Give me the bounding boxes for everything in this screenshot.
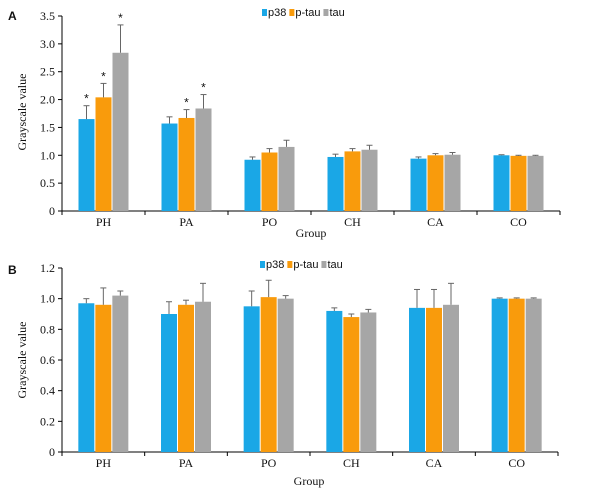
- panel-b-legend-swatch-tau: [321, 261, 327, 268]
- panel-b-bar-tau-po: [277, 298, 294, 452]
- panel-a-label: A: [8, 9, 17, 23]
- panel-a-category-label: CH: [344, 215, 361, 229]
- panel-b-category-label: CH: [343, 456, 360, 470]
- panel-a-y-tick-label: 1.0: [40, 148, 55, 162]
- panel-a-y-tick-label: 2.5: [40, 65, 55, 79]
- panel-a-legend-label-tau: tau: [329, 7, 344, 19]
- panel-a-y-tick-label: 0: [49, 204, 55, 218]
- panel-a-x-axis: PH PA PO CH CA CO: [61, 210, 561, 229]
- panel-a-y-tick-label: 3.0: [40, 37, 55, 51]
- panel-a-bar-p38-pa: [161, 123, 178, 211]
- panel-a-y-tick-label: 3.5: [40, 9, 55, 23]
- panel-b-y-tick-label: 0.4: [40, 384, 55, 398]
- panel-b-bar-p-tau-pa: [178, 304, 194, 452]
- panel-b-bar-p-tau-co: [508, 298, 525, 452]
- panel-a-bar-p-tau-ph: [95, 97, 112, 211]
- panel-a-bar-p38-co: [493, 155, 510, 211]
- panel-b-bars: [78, 279, 542, 452]
- panel-a-bar-tau-ch: [361, 149, 378, 211]
- panel-a-bar-tau-po: [278, 146, 295, 211]
- panel-a-legend-swatch-p-tau: [289, 9, 295, 16]
- panel-a-bar-p38-po: [244, 159, 261, 211]
- panel-a-significance-marker: *: [84, 92, 89, 106]
- panel-a-bars: * * * * *: [78, 11, 544, 212]
- panel-b-category-label: CA: [426, 456, 443, 470]
- panel-a-legend-label-p38: p38: [268, 7, 286, 19]
- panel-a-bar-tau-pa: [195, 108, 212, 211]
- panel-a-category-label: CA: [427, 215, 444, 229]
- panel-a-legend-swatch-tau: [323, 9, 329, 16]
- panel-b-bar-tau-ch: [360, 312, 377, 452]
- panel-a-category-label: PH: [96, 215, 112, 229]
- panel-b-x-axis-title: Group: [294, 474, 325, 488]
- panel-b-legend-label-p38: p38: [266, 259, 284, 271]
- panel-b-category-label: PO: [261, 456, 277, 470]
- panel-b-category-label: CO: [508, 456, 525, 470]
- panel-a-bar-p-tau-pa: [178, 117, 195, 211]
- panel-a-legend-label-p-tau: p-tau: [295, 7, 320, 19]
- panel-b-bar-p-tau-po: [260, 297, 277, 452]
- panel-b-chart: B Grayscale value Group p38 p-tau tau 0 0.2…: [8, 259, 559, 488]
- panel-b-bar-p-tau-ca: [426, 307, 442, 452]
- panel-a-y-tick-label: 1.5: [40, 120, 55, 134]
- panel-a-bar-p-tau-po: [261, 152, 278, 211]
- panel-b-y-tick-label: 1.2: [40, 261, 55, 275]
- panel-a-y-tick-label: 0.5: [40, 176, 55, 190]
- panel-b-bar-tau-co: [525, 298, 542, 452]
- panel-a-legend: p38 p-tau tau: [262, 7, 345, 19]
- panel-b-y-tick-label: 0: [49, 445, 55, 459]
- panel-b-bar-p38-po: [243, 306, 260, 452]
- panel-b-category-label: PA: [179, 456, 194, 470]
- panel-a-category-label: PO: [262, 215, 278, 229]
- panel-b-bar-tau-pa: [195, 301, 211, 452]
- panel-b-bar-tau-ca: [443, 304, 459, 452]
- panel-b-y-tick-label: 1.0: [40, 292, 55, 306]
- panel-a-y-axis-title: Grayscale value: [15, 74, 29, 151]
- panel-a-significance-marker: *: [101, 69, 106, 83]
- panel-b-bar-p-tau-ph: [95, 304, 112, 452]
- panel-a-bar-tau-ca: [444, 154, 461, 211]
- panel-b-y-tick-label: 0.2: [40, 414, 55, 428]
- panel-b-bar-p38-ch: [326, 310, 343, 452]
- panel-b-category-label: PH: [96, 456, 112, 470]
- panel-a-bar-tau-ph: [112, 52, 129, 212]
- panel-b-bar-tau-ph: [112, 295, 129, 452]
- panel-b-bar-p38-pa: [161, 314, 177, 452]
- panel-b-bar-p38-co: [491, 298, 508, 452]
- panel-b-legend: p38 p-tau tau: [260, 259, 343, 271]
- panel-b-y-axis: 0 0.2 0.4 0.6 0.8 1.0 1.2: [40, 261, 63, 459]
- panel-a-chart: A Grayscale value Group p38 p-tau tau 0 0.5…: [8, 7, 561, 240]
- panel-a-x-axis-title: Group: [296, 226, 327, 240]
- panel-b-y-tick-label: 0.6: [40, 353, 55, 367]
- panel-a-legend-swatch-p38: [262, 9, 267, 16]
- panel-b-legend-label-p-tau: p-tau: [293, 259, 318, 271]
- panel-a-bar-p-tau-ca: [427, 155, 444, 211]
- panel-b-bar-p38-ca: [409, 307, 425, 452]
- panel-a-bar-tau-co: [527, 155, 544, 211]
- panel-a-category-label: CO: [510, 215, 527, 229]
- panel-a-y-axis: 0 0.5 1.0 1.5 2.0 2.5 3.0 3.5: [40, 9, 63, 218]
- panel-a-y-tick-label: 2.0: [40, 93, 55, 107]
- panel-b-y-axis-title: Grayscale value: [15, 322, 29, 399]
- panel-a-significance-marker: *: [184, 96, 189, 110]
- panel-b-y-tick-label: 0.8: [40, 322, 55, 336]
- panel-a-bar-p-tau-co: [510, 155, 527, 211]
- panel-b-legend-swatch-p38: [260, 261, 265, 268]
- panel-b-legend-label-tau: tau: [327, 259, 342, 271]
- panel-b-bar-p38-ph: [78, 303, 95, 452]
- panel-a-bar-p38-ch: [327, 156, 344, 211]
- panel-a-significance-marker: *: [201, 81, 206, 95]
- panel-a-bar-p38-ph: [78, 119, 95, 211]
- panel-a-bar-p-tau-ch: [344, 151, 361, 211]
- panel-a-bar-p38-ca: [410, 158, 427, 211]
- panel-b-x-axis: PH PA PO CH CA CO: [61, 451, 559, 470]
- panel-a-significance-marker: *: [118, 11, 123, 25]
- panel-b-label: B: [8, 263, 17, 277]
- panel-b-legend-swatch-p-tau: [287, 261, 293, 268]
- panel-b-bar-p-tau-ch: [343, 317, 360, 452]
- panel-a-category-label: PA: [179, 215, 194, 229]
